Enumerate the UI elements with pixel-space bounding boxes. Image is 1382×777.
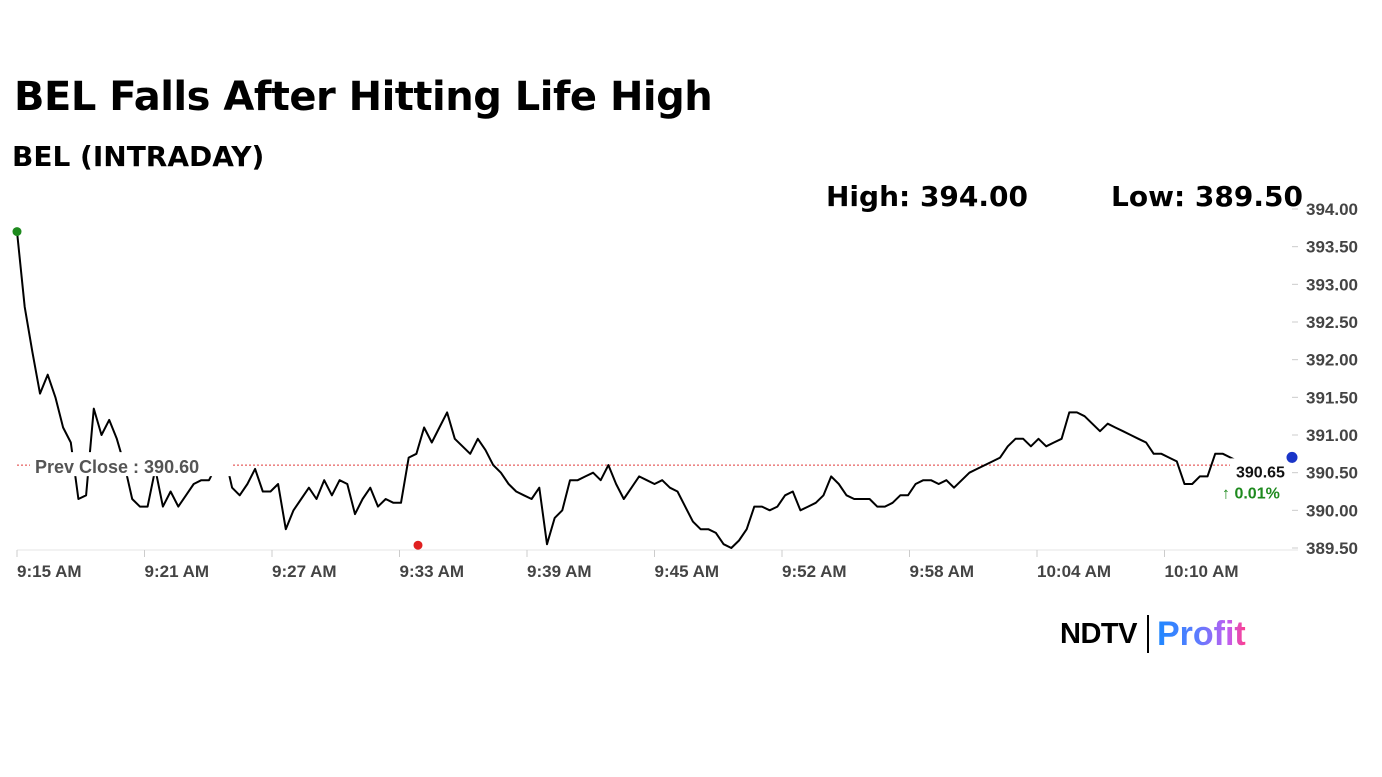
x-tick-label: 9:27 AM xyxy=(272,562,337,581)
last-value-label: 390.65 xyxy=(1236,464,1285,481)
low-value-label: Low: 389.50 xyxy=(1111,180,1303,213)
y-tick-label: 390.00 xyxy=(1306,501,1358,520)
high-marker xyxy=(12,227,22,237)
price-line xyxy=(16,231,1293,549)
y-tick-label: 391.50 xyxy=(1306,388,1358,407)
high-value-label: High: 394.00 xyxy=(826,180,1029,213)
y-tick-label: 391.00 xyxy=(1306,426,1358,445)
last-marker xyxy=(1286,451,1298,463)
y-tick-label: 393.00 xyxy=(1306,275,1358,294)
x-tick-label: 10:04 AM xyxy=(1037,562,1111,581)
x-tick-label: 9:45 AM xyxy=(655,562,720,581)
profit-logo-text: Profit xyxy=(1156,614,1246,653)
x-tick-label: 9:39 AM xyxy=(527,562,592,581)
chart-subtitle: BEL (INTRADAY) xyxy=(12,140,265,173)
page-title: BEL Falls After Hitting Life High xyxy=(14,74,713,120)
intraday-line-chart: 394.00 393.50 393.00 392.50 392.00 391.50 391.… xyxy=(12,200,1358,581)
ndtv-logo-text: NDTV xyxy=(1060,617,1137,650)
x-tick-label: 9:33 AM xyxy=(400,562,465,581)
y-tick-label: 392.00 xyxy=(1306,351,1358,370)
y-tick-label: 394.00 xyxy=(1306,200,1358,219)
x-tick-label: 9:52 AM xyxy=(782,562,847,581)
logo-divider xyxy=(1146,615,1149,653)
prev-close-label: Prev Close : 390.60 xyxy=(35,457,199,477)
y-tick-label: 393.50 xyxy=(1306,238,1358,257)
x-tick-label: 9:21 AM xyxy=(145,562,210,581)
last-value-bg xyxy=(1230,458,1292,483)
prev-close-label-bg xyxy=(30,452,232,477)
low-marker xyxy=(413,540,423,550)
x-tick-label: 9:15 AM xyxy=(17,562,82,581)
ndtv-profit-logo: NDTV Profit xyxy=(1060,612,1246,656)
x-tick-label: 10:10 AM xyxy=(1165,562,1239,581)
y-tick-label: 392.50 xyxy=(1306,313,1358,332)
y-tick-label: 390.50 xyxy=(1306,464,1358,483)
change-percent-label: ↑ 0.01% xyxy=(1222,485,1280,502)
x-tick-label: 9:58 AM xyxy=(910,562,975,581)
y-tick-label: 389.50 xyxy=(1306,539,1358,558)
